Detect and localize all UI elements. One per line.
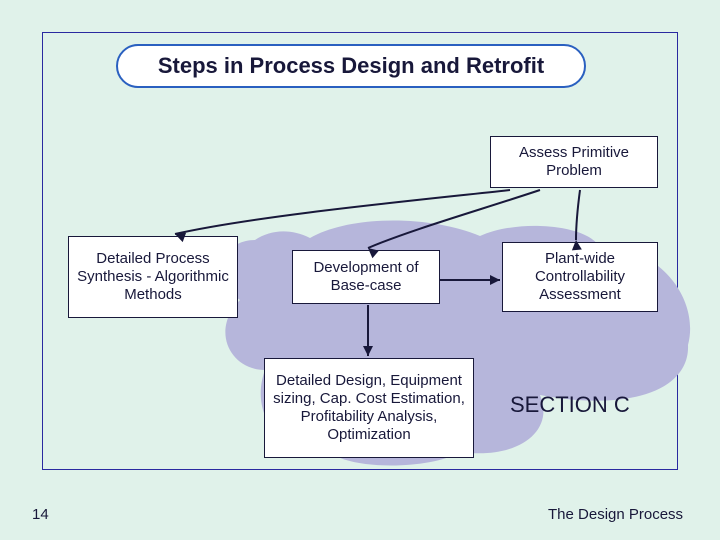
node-basecase: Development of Base-case	[292, 250, 440, 304]
node-detailed-synthesis: Detailed Process Synthesis - Algorithmic…	[68, 236, 238, 318]
diagram-title: Steps in Process Design and Retrofit	[116, 44, 586, 88]
node-detailed-label: Detailed Process Synthesis - Algorithmic…	[77, 250, 229, 304]
node-basecase-label: Development of Base-case	[301, 259, 431, 295]
node-design-label: Detailed Design, Equipment sizing, Cap. …	[273, 372, 465, 444]
diagram-title-text: Steps in Process Design and Retrofit	[158, 53, 544, 79]
section-c-label: SECTION C	[510, 392, 630, 418]
section-c-text: SECTION C	[510, 392, 630, 417]
footer-title-text: The Design Process	[548, 506, 683, 523]
page-number: 14	[32, 506, 49, 523]
node-assess-label: Assess Primitive Problem	[499, 144, 649, 180]
node-plant-controllability: Plant-wide Controllability Assessment	[502, 242, 658, 312]
page-number-text: 14	[32, 506, 49, 523]
node-assess-primitive: Assess Primitive Problem	[490, 136, 658, 188]
node-detailed-design: Detailed Design, Equipment sizing, Cap. …	[264, 358, 474, 458]
footer-title: The Design Process	[548, 506, 683, 523]
node-plant-label: Plant-wide Controllability Assessment	[511, 250, 649, 304]
